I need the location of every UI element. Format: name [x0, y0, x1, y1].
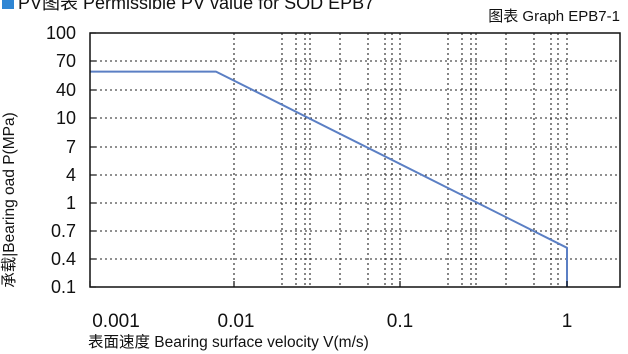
- x-tick-label: 0.01: [218, 311, 255, 332]
- y-tick-label: 1: [66, 193, 76, 213]
- x-tick-labels: 0.001 0.01 0.1 1: [92, 311, 572, 332]
- y-tick-label: 7: [66, 137, 76, 157]
- x-tick-label: 1: [562, 311, 573, 332]
- y-tick-label: 0.1: [51, 277, 76, 297]
- y-tick-label: 4: [66, 165, 76, 185]
- y-tick-label: 0.7: [51, 221, 76, 241]
- y-tick-label: 70: [56, 51, 76, 71]
- y-tick-label: 10: [56, 108, 76, 128]
- chart-header-title: PV图表 Permissible PV value for SOD EPB7: [18, 0, 374, 13]
- x-tick-label: 0.001: [92, 311, 140, 332]
- series-line: [90, 70, 568, 287]
- y-axis-label: 承载|Bearing oad P(MPa): [0, 112, 18, 287]
- tick-marks: [89, 32, 568, 288]
- x-tick-label: 0.1: [387, 311, 413, 332]
- y-tick-label: 100: [46, 23, 76, 43]
- y-tick-label: 0.4: [51, 249, 76, 269]
- x-axis-label: 表面速度 Bearing surface velocity V(m/s): [88, 333, 369, 351]
- y-tick-label: 40: [56, 80, 76, 100]
- plot-frame: [89, 32, 621, 288]
- graph-id-label: 图表 Graph EPB7-1: [488, 8, 620, 25]
- title-marker-icon: [2, 0, 14, 9]
- y-tick-labels: 100 70 40 10 7 4 1 0.7 0.4 0.1: [46, 23, 76, 297]
- series-layer: [90, 70, 568, 287]
